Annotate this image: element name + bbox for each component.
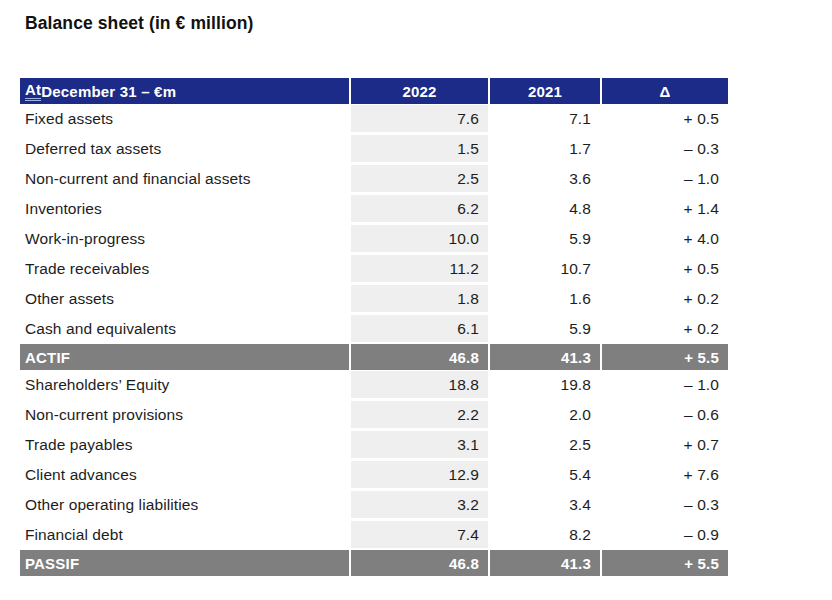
total-value-delta: + 5.5 xyxy=(602,550,728,576)
row-value-2022: 6.2 xyxy=(351,194,488,224)
table-row: Inventories6.24.8+ 1.4 xyxy=(20,194,728,224)
row-value-2022: 6.1 xyxy=(351,314,488,344)
total-value-2022: 46.8 xyxy=(351,344,488,370)
row-value-2021: 3.6 xyxy=(490,164,600,194)
column-header-delta: Δ xyxy=(602,78,728,104)
row-value-delta: – 1.0 xyxy=(602,370,728,400)
page-title: Balance sheet (in € million) xyxy=(25,13,253,34)
row-value-2021: 10.7 xyxy=(490,254,600,284)
row-label: Client advances xyxy=(20,460,349,490)
row-label: Shareholders’ Equity xyxy=(20,370,349,400)
row-label: Financial debt xyxy=(20,520,349,550)
row-value-2021: 5.4 xyxy=(490,460,600,490)
table-row: Trade payables3.12.5+ 0.7 xyxy=(20,430,728,460)
table-row: Shareholders’ Equity18.819.8– 1.0 xyxy=(20,370,728,400)
table-row: Work-in-progress10.05.9+ 4.0 xyxy=(20,224,728,254)
row-value-delta: + 7.6 xyxy=(602,460,728,490)
row-label: Fixed assets xyxy=(20,104,349,134)
row-label: Other operating liabilities xyxy=(20,490,349,520)
row-value-2021: 4.8 xyxy=(490,194,600,224)
row-value-2021: 8.2 xyxy=(490,520,600,550)
row-value-2022: 3.1 xyxy=(351,430,488,460)
total-value-2021: 41.3 xyxy=(490,344,600,370)
row-value-delta: – 0.6 xyxy=(602,400,728,430)
table-body: Fixed assets7.67.1+ 0.5Deferred tax asse… xyxy=(20,104,728,576)
row-value-2021: 5.9 xyxy=(490,224,600,254)
total-row-actif: ACTIF46.841.3+ 5.5 xyxy=(20,344,728,370)
row-value-2021: 19.8 xyxy=(490,370,600,400)
table-row: Trade receivables11.210.7+ 0.5 xyxy=(20,254,728,284)
row-value-2022: 12.9 xyxy=(351,460,488,490)
total-value-delta: + 5.5 xyxy=(602,344,728,370)
row-value-2021: 7.1 xyxy=(490,104,600,134)
row-label: Non-current provisions xyxy=(20,400,349,430)
row-value-delta: – 0.3 xyxy=(602,134,728,164)
row-value-2022: 11.2 xyxy=(351,254,488,284)
total-value-2021: 41.3 xyxy=(490,550,600,576)
row-value-2022: 1.5 xyxy=(351,134,488,164)
row-value-2022: 2.2 xyxy=(351,400,488,430)
column-header-2022: 2022 xyxy=(351,78,488,104)
row-value-2022: 7.6 xyxy=(351,104,488,134)
row-label: Other assets xyxy=(20,284,349,314)
row-value-delta: – 1.0 xyxy=(602,164,728,194)
row-value-2021: 2.5 xyxy=(490,430,600,460)
row-label: Cash and equivalents xyxy=(20,314,349,344)
table-row: Other operating liabilities3.23.4– 0.3 xyxy=(20,490,728,520)
row-value-2022: 10.0 xyxy=(351,224,488,254)
row-value-delta: + 1.4 xyxy=(602,194,728,224)
table-row: Other assets1.81.6+ 0.2 xyxy=(20,284,728,314)
row-label: Deferred tax assets xyxy=(20,134,349,164)
table-row: Non-current provisions2.22.0– 0.6 xyxy=(20,400,728,430)
table-row: Client advances12.95.4+ 7.6 xyxy=(20,460,728,490)
balance-sheet-table: At December 31 – €m 2022 2021 Δ Fixed as… xyxy=(20,78,728,576)
column-header-2021: 2021 xyxy=(490,78,600,104)
balance-sheet-page: Balance sheet (in € million) At December… xyxy=(0,0,832,600)
row-value-2021: 1.7 xyxy=(490,134,600,164)
row-label: Work-in-progress xyxy=(20,224,349,254)
row-value-2022: 7.4 xyxy=(351,520,488,550)
row-value-2021: 1.6 xyxy=(490,284,600,314)
row-value-2021: 3.4 xyxy=(490,490,600,520)
row-label: Trade payables xyxy=(20,430,349,460)
row-value-2022: 1.8 xyxy=(351,284,488,314)
row-value-delta: + 0.5 xyxy=(602,104,728,134)
row-value-delta: + 0.2 xyxy=(602,314,728,344)
row-label: Trade receivables xyxy=(20,254,349,284)
header-date-text: December 31 – €m xyxy=(41,83,176,100)
row-value-2022: 18.8 xyxy=(351,370,488,400)
row-value-delta: – 0.9 xyxy=(602,520,728,550)
table-row: Deferred tax assets1.51.7– 0.3 xyxy=(20,134,728,164)
row-value-2021: 2.0 xyxy=(490,400,600,430)
row-value-delta: + 0.5 xyxy=(602,254,728,284)
row-label: Inventories xyxy=(20,194,349,224)
table-row: Cash and equivalents6.15.9+ 0.2 xyxy=(20,314,728,344)
header-at-text: At xyxy=(25,81,41,101)
total-row-passif: PASSIF46.841.3+ 5.5 xyxy=(20,550,728,576)
total-label: PASSIF xyxy=(20,550,349,576)
table-row: Financial debt7.48.2– 0.9 xyxy=(20,520,728,550)
row-value-2021: 5.9 xyxy=(490,314,600,344)
table-row: Non-current and financial assets2.53.6– … xyxy=(20,164,728,194)
table-row: Fixed assets7.67.1+ 0.5 xyxy=(20,104,728,134)
row-value-delta: – 0.3 xyxy=(602,490,728,520)
row-value-delta: + 4.0 xyxy=(602,224,728,254)
row-label: Non-current and financial assets xyxy=(20,164,349,194)
row-value-2022: 2.5 xyxy=(351,164,488,194)
table-header-row: At December 31 – €m 2022 2021 Δ xyxy=(20,78,728,104)
row-value-2022: 3.2 xyxy=(351,490,488,520)
total-value-2022: 46.8 xyxy=(351,550,488,576)
row-value-delta: + 0.2 xyxy=(602,284,728,314)
row-value-delta: + 0.7 xyxy=(602,430,728,460)
total-label: ACTIF xyxy=(20,344,349,370)
column-header-date: At December 31 – €m xyxy=(20,78,349,104)
